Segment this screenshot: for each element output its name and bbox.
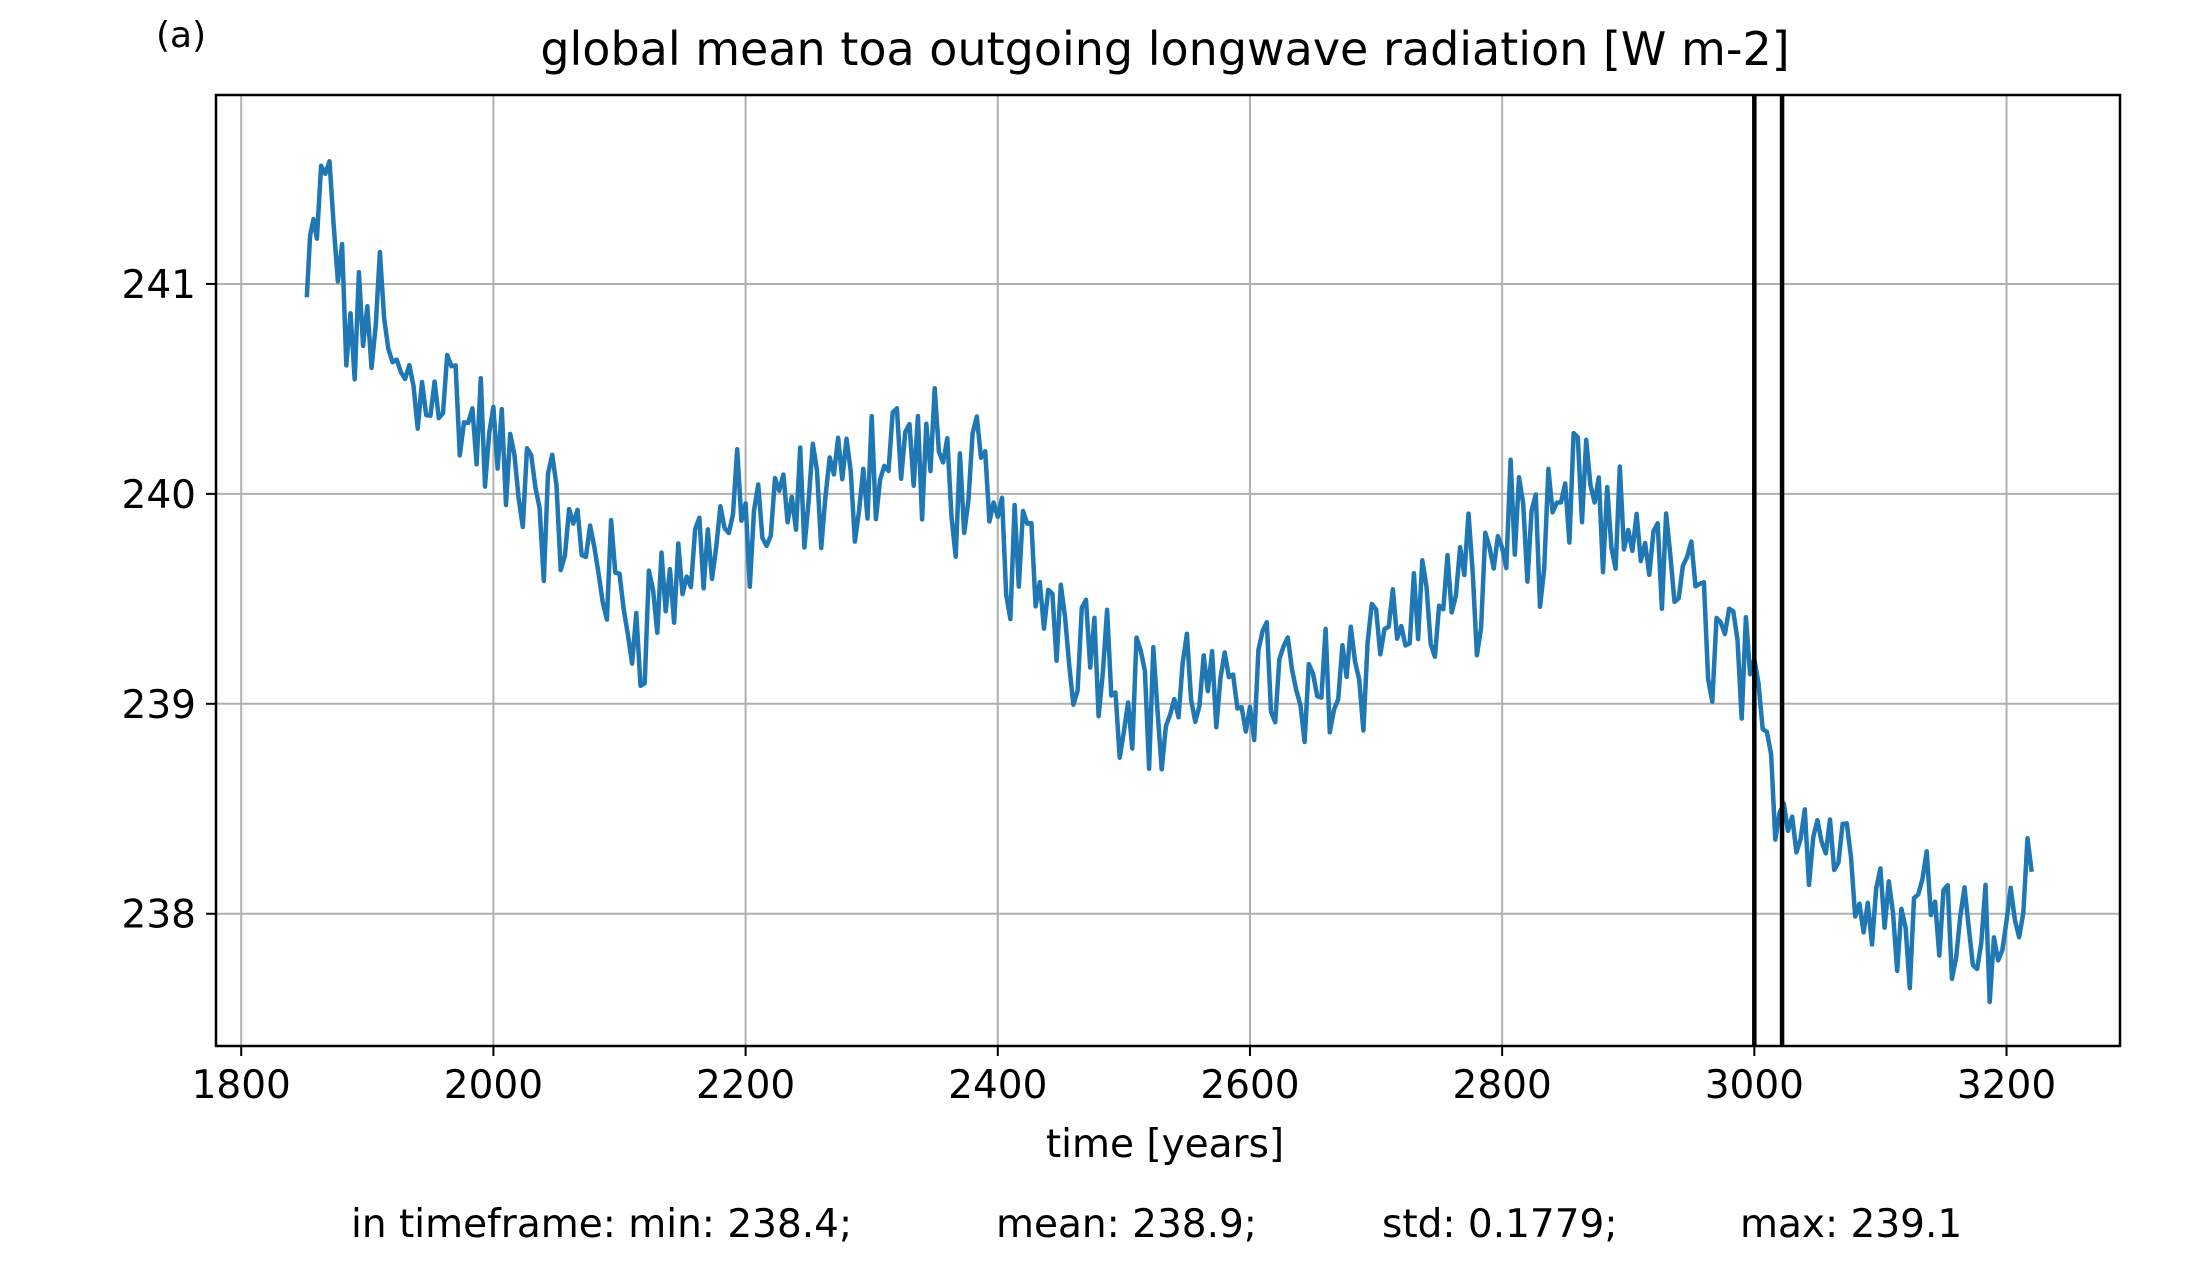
y-tick-label: 238 [122,893,196,938]
x-tick-label: 2600 [1200,1063,1299,1108]
y-tick-label: 239 [122,683,196,728]
plot-frame [214,93,2122,1048]
x-axis: 1800 2000 2200 2400 2600 2800 3000 3200 [192,1046,2056,1108]
x-tick-label: 2800 [1453,1063,1552,1108]
stat-min: in timeframe: min: 238.4; [351,1202,853,1247]
y-tick-label: 241 [122,263,196,308]
y-tick-label: 240 [122,473,196,518]
panel-label: (a) [156,15,206,56]
x-tick-label: 3200 [1957,1063,2056,1108]
x-axis-label: time [years] [1046,1122,1284,1167]
stat-mean: mean: 238.9; [996,1202,1257,1247]
y-axis: 238 239 240 241 [122,263,216,938]
grid [216,95,2120,1046]
x-tick-label: 1800 [192,1063,291,1108]
x-tick-label: 2400 [948,1063,1047,1108]
stat-max: max: 239.1 [1740,1202,1963,1247]
series-line [304,158,2034,1005]
x-tick-label: 2000 [444,1063,543,1108]
vertical-markers [1752,95,1785,1046]
x-tick-label: 3000 [1705,1063,1804,1108]
stat-std: std: 0.1779; [1382,1202,1618,1247]
x-tick-label: 2200 [696,1063,795,1108]
chart-title: global mean toa outgoing longwave radiat… [540,22,1789,76]
